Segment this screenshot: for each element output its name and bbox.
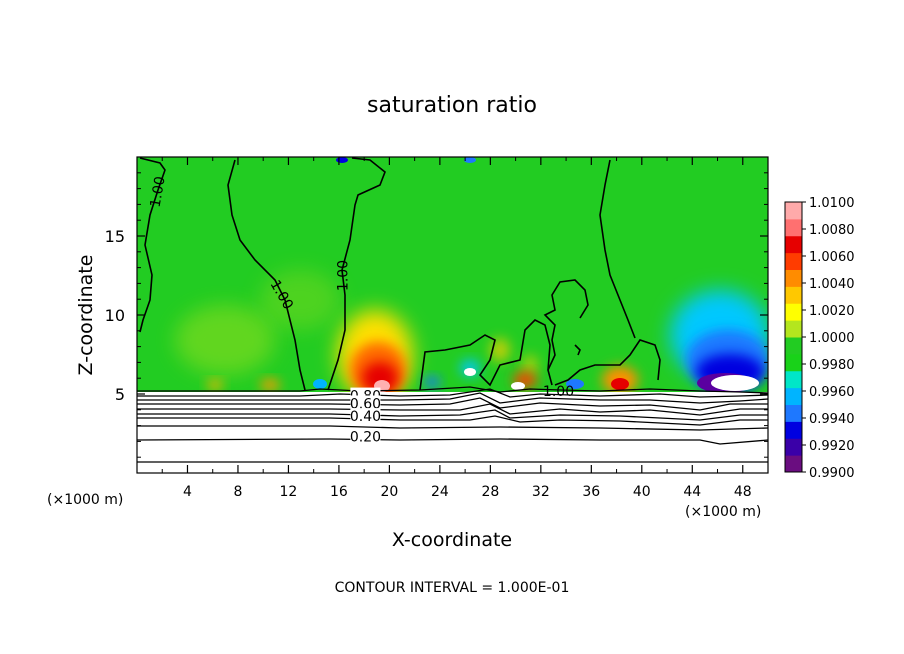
contour-label-group: 1.00: [148, 175, 169, 208]
contour-label-group: 1.00: [336, 260, 352, 291]
contour-label-bg: [350, 395, 381, 411]
colorbar-swatch: [785, 455, 802, 473]
x-tick-label: 48: [734, 484, 752, 500]
colorbar-label: 1.0040: [809, 277, 855, 292]
chart-title: saturation ratio: [367, 93, 537, 118]
colorbar-swatch: [785, 337, 802, 355]
colorbar-swatch: [785, 202, 802, 220]
x-axis-ticks: 4 8 12 16 20 24 28 32 36 40 44 48: [161, 157, 752, 500]
contour-label: 0.40: [350, 409, 381, 425]
colorbar-label: 0.9920: [809, 439, 855, 454]
colorbar-swatch: [785, 438, 802, 456]
contour-label-bg: [350, 428, 381, 444]
colorbar-swatch: [785, 370, 802, 389]
colorbar-label: 0.9960: [809, 385, 855, 400]
colorbar-swatch: [785, 320, 802, 338]
contour-label: 0.20: [350, 430, 381, 446]
colorbar-label: 0.9980: [809, 358, 855, 373]
colorbar-label: 0.9940: [809, 412, 855, 427]
x-tick-label: 12: [280, 484, 298, 500]
colorbar-swatch: [785, 303, 802, 321]
x-tick-label: 4: [183, 484, 192, 500]
colorbar-label: 0.9900: [809, 466, 855, 481]
colorbar-swatch: [785, 286, 802, 304]
y-tick-label: 15: [105, 227, 125, 246]
colorbar-label: 1.0100: [809, 196, 855, 211]
y-axis-label: Z-coordinate: [75, 255, 97, 376]
x-axis-label: X-coordinate: [392, 529, 512, 551]
contour-lines-upper: [139, 157, 661, 391]
colorbar-swatch: [785, 353, 802, 372]
x-tick-label: 8: [233, 484, 242, 500]
contour-label-group: 0.20: [350, 428, 381, 446]
lower-region: [136, 386, 769, 473]
plot-area: [137, 157, 768, 400]
x-tick-label: 40: [633, 484, 651, 500]
contour-interval-note: CONTOUR INTERVAL = 1.000E-01: [335, 580, 570, 596]
x-tick-label: 44: [683, 484, 701, 500]
x-tick-label: 16: [330, 484, 348, 500]
contour-label-group: 1.00: [543, 384, 574, 400]
contour-label: 1.00: [336, 260, 352, 291]
colorbar-swatch: [785, 404, 802, 422]
colorbar-swatch: [785, 218, 802, 237]
colorbar-swatch: [785, 235, 802, 254]
y-tick-label: 5: [115, 385, 125, 404]
colorbar-swatch: [785, 252, 802, 270]
x-tick-label: 24: [431, 484, 449, 500]
colorbar: 1.0100 1.0080 1.0060 1.0040 1.0020 1.0000 0.99…: [784, 196, 855, 481]
lower-region-fill: [137, 392, 768, 473]
colorbar-swatch: [785, 421, 802, 439]
y-axis-ticks: 5 10 15: [105, 172, 768, 458]
contour-label-group: 0.40: [350, 408, 381, 425]
x-tick-label: 32: [532, 484, 550, 500]
colorbar-label: 1.0080: [809, 223, 855, 238]
x-unit-left: (×1000 m): [47, 492, 123, 508]
contour-label-bg: [350, 408, 381, 424]
contour-lines-lower: [136, 386, 769, 463]
x-tick-label: 36: [582, 484, 600, 500]
x-tick-label: 28: [481, 484, 499, 500]
y-tick-label: 10: [105, 306, 125, 325]
colorbar-label: 1.0060: [809, 250, 855, 265]
colorbar-label: 1.0020: [809, 304, 855, 319]
x-unit-right: (×1000 m): [685, 504, 761, 520]
colorbar-swatch: [785, 387, 802, 405]
colorbar-swatch: [785, 269, 802, 287]
contour-label: 1.00: [543, 384, 574, 400]
contour-label: 1.00: [148, 175, 169, 208]
colorbar-label: 1.0000: [809, 331, 855, 346]
x-tick-label: 20: [380, 484, 398, 500]
